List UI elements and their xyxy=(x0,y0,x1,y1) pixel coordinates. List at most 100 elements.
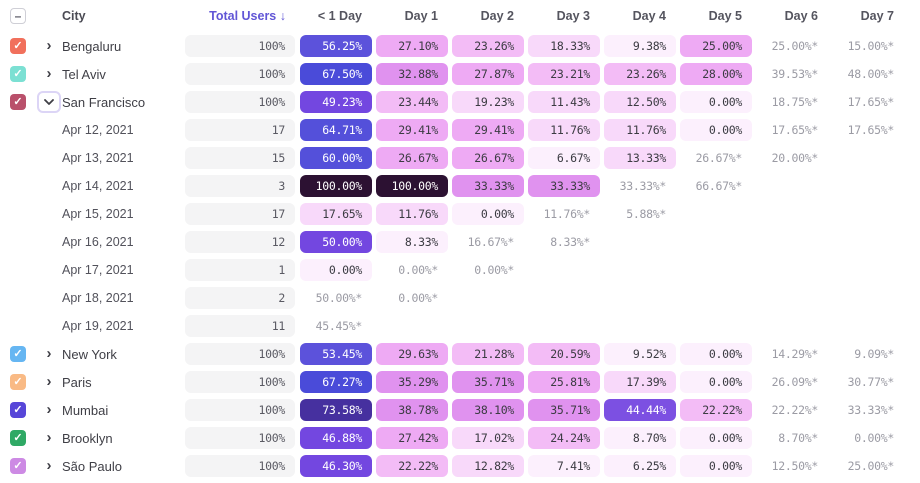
retention-cell: 11.76% xyxy=(604,119,676,141)
table-row-apr-17-2021: Apr 17, 2021 1 0.00% 0.00%* 0.00%* xyxy=(10,256,920,284)
table-row-apr-12-2021: Apr 12, 2021 17 64.71% 29.41% 29.41% 11.76% 11… xyxy=(10,116,920,144)
retention-cell: 17.02% xyxy=(452,427,524,449)
retention-cell: 25.00% xyxy=(680,35,752,57)
retention-cell: 46.30% xyxy=(300,455,372,477)
table-row-apr-19-2021: Apr 19, 2021 11 45.45%* xyxy=(10,312,920,340)
retention-cell: 0.00% xyxy=(680,371,752,393)
chevron-right-icon[interactable]: › xyxy=(46,400,52,418)
column-header-day-2: Day 2 xyxy=(480,9,514,23)
chevron-right-icon[interactable]: › xyxy=(46,36,52,54)
retention-cell-incomplete: 33.33%* xyxy=(619,179,667,193)
total-users-cell: 3 xyxy=(185,175,295,197)
retention-cell-incomplete: 26.67%* xyxy=(695,151,743,165)
chevron-right-icon[interactable]: › xyxy=(46,344,52,362)
retention-cell-incomplete: 15.00%* xyxy=(847,39,895,53)
retention-cell: 26.67% xyxy=(376,147,448,169)
city-label: Tel Aviv xyxy=(62,66,106,82)
retention-cell-incomplete: 17.65%* xyxy=(847,123,895,137)
total-users-cell: 100% xyxy=(185,91,295,113)
retention-cell: 0.00% xyxy=(680,455,752,477)
retention-cell: 17.65% xyxy=(300,203,372,225)
sort-descending-icon: ↓ xyxy=(279,9,286,23)
table-row-apr-16-2021: Apr 16, 2021 12 50.00% 8.33% 16.67%* 8.33%* xyxy=(10,228,920,256)
table-row-apr-13-2021: Apr 13, 2021 15 60.00% 26.67% 26.67% 6.67% 13.… xyxy=(10,144,920,172)
retention-cell-incomplete: 8.33%* xyxy=(550,235,590,249)
table-row-s-o-paulo: ✓ › São Paulo 100% 46.30% 22.22% 12.82% 7.41% 6.… xyxy=(10,452,920,480)
table-row-brooklyn: ✓ › Brooklyn 100% 46.88% 27.42% 17.02% 24.24% 8.… xyxy=(10,424,920,452)
row-checkbox-san-francisco[interactable]: ✓ xyxy=(10,94,26,110)
table-row-mumbai: ✓ › Mumbai 100% 73.58% 38.78% 38.10% 35.71% 44.4… xyxy=(10,396,920,424)
retention-cell: 11.43% xyxy=(528,91,600,113)
row-checkbox-brooklyn[interactable]: ✓ xyxy=(10,430,26,446)
retention-cell: 50.00% xyxy=(300,231,372,253)
city-label: Bengaluru xyxy=(62,38,122,54)
total-users-cell: 1 xyxy=(185,259,295,281)
retention-cell: 35.71% xyxy=(452,371,524,393)
table-body: ✓ › Bengaluru 100% 56.25% 27.10% 23.26% 18.33% 9… xyxy=(10,32,920,480)
checkmark-icon: ✓ xyxy=(13,67,23,80)
retention-cell: 38.78% xyxy=(376,399,448,421)
city-label: New York xyxy=(62,346,117,362)
select-all-checkbox[interactable]: – xyxy=(10,8,26,24)
retention-cell-incomplete: 8.70%* xyxy=(778,431,818,445)
column-header-day-0: < 1 Day xyxy=(317,9,362,23)
chevron-right-icon[interactable]: › xyxy=(46,64,52,82)
retention-cell: 29.41% xyxy=(452,119,524,141)
cohort-date-label: Apr 14, 2021 xyxy=(62,179,134,193)
retention-cell-incomplete: 12.50%* xyxy=(771,459,819,473)
retention-cell-incomplete: 48.00%* xyxy=(847,67,895,81)
table-row-apr-14-2021: Apr 14, 2021 3 100.00% 100.00% 33.33% 33.33% 3… xyxy=(10,172,920,200)
retention-cell: 23.21% xyxy=(528,63,600,85)
column-header-day-6: Day 6 xyxy=(784,9,818,23)
total-users-cell: 100% xyxy=(185,63,295,85)
collapse-button-san-francisco[interactable] xyxy=(37,91,61,113)
retention-cell: 100.00% xyxy=(300,175,372,197)
city-label: Paris xyxy=(62,374,92,390)
retention-cell-incomplete: 20.00%* xyxy=(771,151,819,165)
cohort-date-label: Apr 13, 2021 xyxy=(62,151,134,165)
retention-cell: 22.22% xyxy=(376,455,448,477)
retention-cell: 6.25% xyxy=(604,455,676,477)
checkmark-icon: ✓ xyxy=(13,375,23,388)
retention-cell: 19.23% xyxy=(452,91,524,113)
total-users-cell: 12 xyxy=(185,231,295,253)
column-header-day-5: Day 5 xyxy=(708,9,742,23)
row-checkbox-new-york[interactable]: ✓ xyxy=(10,346,26,362)
total-users-cell: 2 xyxy=(185,287,295,309)
retention-cell: 35.71% xyxy=(528,399,600,421)
column-header-day-7: Day 7 xyxy=(860,9,894,23)
retention-cell: 35.29% xyxy=(376,371,448,393)
retention-cell: 11.76% xyxy=(528,119,600,141)
retention-cell: 100.00% xyxy=(376,175,448,197)
retention-cell: 26.67% xyxy=(452,147,524,169)
checkmark-icon: ✓ xyxy=(13,39,23,52)
chevron-right-icon[interactable]: › xyxy=(46,372,52,390)
cohort-date-label: Apr 16, 2021 xyxy=(62,235,134,249)
row-checkbox-bengaluru[interactable]: ✓ xyxy=(10,38,26,54)
row-checkbox-paris[interactable]: ✓ xyxy=(10,374,26,390)
retention-cell-incomplete: 39.53%* xyxy=(771,67,819,81)
retention-cell: 67.27% xyxy=(300,371,372,393)
retention-cell: 9.52% xyxy=(604,343,676,365)
chevron-right-icon[interactable]: › xyxy=(46,456,52,474)
chevron-right-icon[interactable]: › xyxy=(46,428,52,446)
retention-cell-incomplete: 33.33%* xyxy=(847,403,895,417)
row-checkbox-tel-aviv[interactable]: ✓ xyxy=(10,66,26,82)
retention-cell-incomplete: 17.65%* xyxy=(771,123,819,137)
retention-cell-incomplete: 16.67%* xyxy=(467,235,515,249)
row-checkbox-mumbai[interactable]: ✓ xyxy=(10,402,26,418)
column-header-total-users[interactable]: Total Users ↓ xyxy=(209,9,286,23)
checkmark-icon: ✓ xyxy=(13,95,23,108)
cohort-date-label: Apr 19, 2021 xyxy=(62,319,134,333)
retention-cell: 9.38% xyxy=(604,35,676,57)
retention-cell: 44.44% xyxy=(604,399,676,421)
cohort-date-label: Apr 18, 2021 xyxy=(62,291,134,305)
checkmark-icon: ✓ xyxy=(13,431,23,444)
retention-cell: 67.50% xyxy=(300,63,372,85)
retention-cell-incomplete: 22.22%* xyxy=(771,403,819,417)
row-checkbox-s-o-paulo[interactable]: ✓ xyxy=(10,458,26,474)
total-users-cell: 100% xyxy=(185,427,295,449)
retention-cell-incomplete: 0.00%* xyxy=(398,291,438,305)
retention-cell: 24.24% xyxy=(528,427,600,449)
chevron-down-icon xyxy=(44,99,54,105)
